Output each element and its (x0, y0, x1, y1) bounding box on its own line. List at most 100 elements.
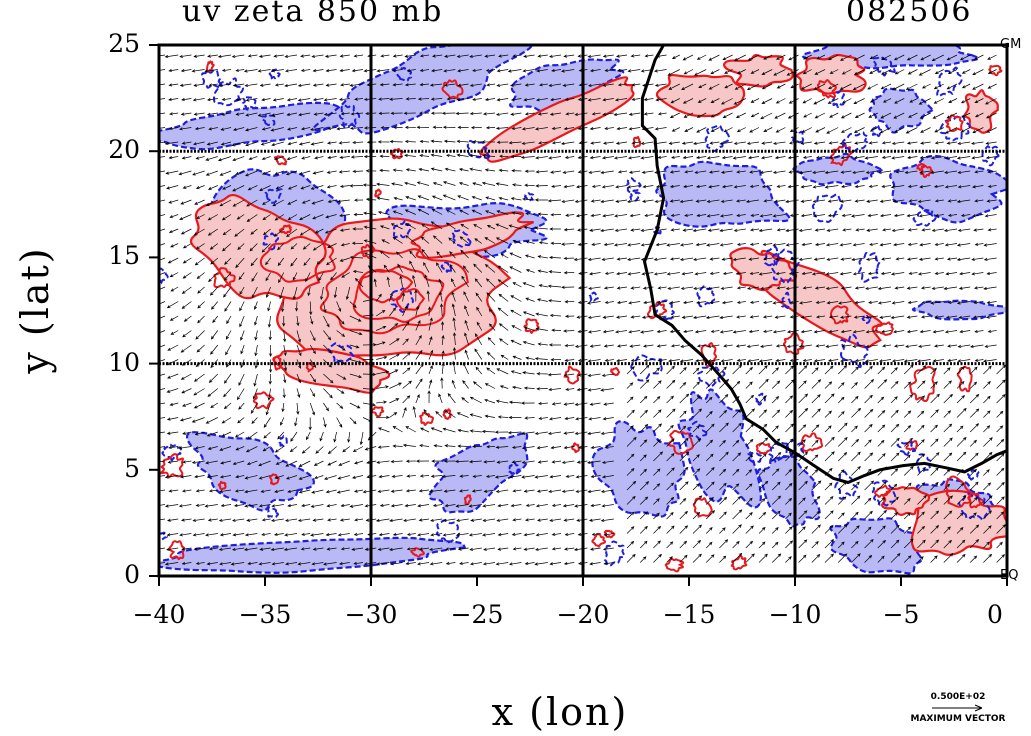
wind-vector (827, 213, 839, 218)
wind-vector (956, 257, 971, 262)
wind-vector (890, 409, 899, 418)
wind-vector (956, 407, 967, 418)
wind-vector (521, 460, 535, 465)
wind-vector (419, 68, 430, 73)
wind-vector (275, 185, 284, 190)
wind-vector (181, 286, 192, 294)
wind-vector (958, 286, 971, 290)
wind-vector (535, 327, 548, 331)
wind-vector (469, 413, 482, 418)
wind-vector (181, 97, 192, 102)
wind-vector (240, 330, 245, 341)
wind-vector (192, 170, 205, 176)
wind-vector (444, 167, 456, 172)
wind-vector (969, 481, 979, 491)
wind-vector (838, 301, 852, 305)
wind-vector (983, 410, 991, 418)
wind-vector (639, 496, 649, 505)
wind-vector (736, 315, 746, 319)
wind-vector (301, 446, 311, 454)
wind-vector (574, 199, 588, 204)
wind-vector (380, 54, 390, 58)
wind-vector (748, 156, 760, 160)
wind-vector (377, 489, 390, 493)
wind-vector (495, 445, 509, 449)
wind-vector (868, 141, 878, 145)
wind-vector (972, 315, 984, 319)
wind-vector (225, 344, 232, 356)
wind-vector (719, 409, 728, 418)
wind-vector (168, 445, 179, 450)
wind-vector (880, 83, 892, 90)
wind-vector (563, 446, 575, 450)
wind-vector (983, 495, 993, 505)
wind-vector (462, 265, 469, 273)
wind-vector (745, 408, 755, 418)
wind-vector (851, 511, 859, 520)
wind-vector (212, 315, 219, 324)
wind-vector (565, 387, 575, 391)
wind-vector (705, 315, 720, 320)
wind-vector (708, 185, 720, 189)
wind-vector (275, 460, 284, 465)
wind-vector (378, 111, 390, 116)
wind-vector (903, 538, 914, 549)
wind-vector (745, 553, 755, 563)
wind-vector (399, 275, 403, 288)
wind-vector (548, 343, 562, 347)
wind-vector (602, 547, 614, 551)
wind-vector (869, 69, 878, 74)
wind-vector (732, 496, 742, 505)
wind-vector (525, 297, 535, 302)
wind-vector (207, 214, 218, 221)
wind-vector (182, 243, 192, 249)
wind-vector (218, 547, 232, 551)
wind-vector (562, 170, 575, 174)
wind-vector (430, 427, 443, 433)
wind-vector (561, 460, 575, 464)
wind-vector (943, 552, 954, 563)
wind-vector (969, 512, 977, 520)
wind-vector (494, 475, 509, 479)
wind-vector (336, 388, 345, 394)
wind-vector (181, 141, 192, 145)
wind-vector (258, 504, 271, 508)
wind-vector (473, 263, 483, 273)
wind-vector (512, 239, 522, 244)
wind-vector (441, 111, 456, 115)
wind-vector (265, 402, 271, 416)
wind-vector (719, 228, 733, 233)
wind-vector (419, 139, 430, 144)
wind-vector (653, 525, 662, 534)
wind-vector (320, 286, 324, 301)
wind-vector (724, 69, 733, 74)
wind-vector (301, 199, 311, 204)
wind-vector (616, 286, 628, 290)
wind-vector (373, 278, 377, 288)
wind-vector (851, 540, 859, 549)
wind-vector (653, 439, 661, 447)
wind-vector (771, 468, 780, 476)
wind-vector (168, 199, 179, 204)
wind-vector (616, 272, 628, 276)
wind-vector (442, 533, 456, 537)
wind-vector (588, 330, 601, 334)
wind-vector (626, 540, 635, 549)
wind-vector (864, 510, 873, 520)
x-axis-label: x (lon) (491, 690, 629, 734)
wind-vector (603, 242, 614, 247)
wind-vector (482, 112, 496, 116)
wind-vector (906, 315, 918, 319)
wind-vector (917, 556, 924, 563)
wind-vector (409, 260, 417, 273)
wind-vector (207, 446, 218, 450)
wind-vector (205, 417, 218, 424)
wind-vector (590, 213, 601, 218)
wind-vector (630, 358, 641, 363)
wind-vector (890, 367, 898, 375)
wind-vector (353, 561, 364, 566)
wind-vector (261, 243, 271, 253)
wind-vector (984, 214, 997, 218)
wind-vector (309, 301, 313, 316)
wind-vector (251, 286, 258, 299)
